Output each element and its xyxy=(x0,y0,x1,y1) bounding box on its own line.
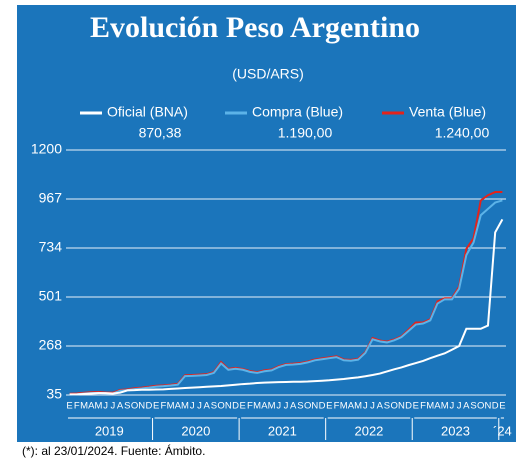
y-tick-label: 1200 xyxy=(31,141,62,157)
x-tick-label: J xyxy=(103,401,108,412)
x-tick-label: M xyxy=(167,401,175,412)
year-label: 2020 xyxy=(181,423,210,438)
x-tick-label: S xyxy=(384,401,390,412)
x-tick-label: J xyxy=(197,401,202,412)
x-tick-label: A xyxy=(290,401,297,412)
x-tick-label: S xyxy=(124,401,130,412)
legend-value: 1.190,00 xyxy=(278,125,333,141)
x-tick-label: J xyxy=(370,401,375,412)
year-label: 2019 xyxy=(95,423,124,438)
x-tick-label: J xyxy=(111,401,116,412)
y-tick-label: 734 xyxy=(39,239,63,255)
x-tick-label: M xyxy=(441,401,449,412)
x-tick-label: E xyxy=(499,401,505,412)
x-tick-label: A xyxy=(203,401,210,412)
x-tick-label: E xyxy=(153,401,159,412)
x-tick-label: A xyxy=(175,401,182,412)
x-tick-label: N xyxy=(311,401,318,412)
x-tick-label: F xyxy=(247,401,253,412)
series-line xyxy=(69,218,504,396)
y-tick-label: 501 xyxy=(39,288,63,304)
legend-label: Oficial (BNA) xyxy=(107,104,188,120)
x-tick-label: A xyxy=(434,401,441,412)
x-tick-label: M xyxy=(268,401,276,412)
x-tick-label: D xyxy=(319,401,326,412)
subtitle: (USD/ARS) xyxy=(232,66,304,82)
x-tick-label: S xyxy=(211,401,217,412)
x-tick-label: O xyxy=(217,401,224,412)
x-tick-label: D xyxy=(405,401,412,412)
x-tick-label: N xyxy=(225,401,232,412)
x-tick-label: M xyxy=(426,401,434,412)
series-line xyxy=(69,199,503,396)
x-tick-label: M xyxy=(354,401,362,412)
legend-label: Venta (Blue) xyxy=(409,104,486,120)
x-tick-label: E xyxy=(413,401,419,412)
x-tick-label: J xyxy=(284,401,289,412)
x-tick-label: A xyxy=(463,401,470,412)
x-tick-label: E xyxy=(66,401,72,412)
year-label: ´24 xyxy=(493,423,512,438)
x-tick-label: J xyxy=(450,401,455,412)
x-tick-label: O xyxy=(391,401,398,412)
x-tick-label: F xyxy=(74,401,80,412)
x-tick-label: O xyxy=(477,401,484,412)
x-tick-label: D xyxy=(492,401,499,412)
x-tick-label: M xyxy=(94,401,102,412)
year-label: 2022 xyxy=(354,423,383,438)
x-tick-label: O xyxy=(304,401,311,412)
x-tick-label: A xyxy=(88,401,95,412)
x-tick-label: D xyxy=(146,401,153,412)
x-tick-label: A xyxy=(348,401,355,412)
x-tick-label: J xyxy=(363,401,368,412)
x-tick-label: J xyxy=(457,401,462,412)
x-tick-label: D xyxy=(232,401,239,412)
footnote: (*): al 23/01/2024. Fuente: Ámbito. xyxy=(22,443,205,458)
x-tick-label: M xyxy=(181,401,189,412)
x-tick-label: F xyxy=(420,401,426,412)
x-tick-label: S xyxy=(297,401,303,412)
y-tick-label: 35 xyxy=(46,386,62,402)
x-tick-label: J xyxy=(190,401,195,412)
legend-label: Compra (Blue) xyxy=(252,104,343,120)
x-tick-label: S xyxy=(470,401,476,412)
x-tick-label: N xyxy=(138,401,145,412)
x-tick-label: N xyxy=(485,401,492,412)
x-tick-label: M xyxy=(80,401,88,412)
y-tick-label: 967 xyxy=(39,190,63,206)
year-label: 2023 xyxy=(441,423,470,438)
x-tick-label: N xyxy=(398,401,405,412)
year-label: 2021 xyxy=(268,423,297,438)
x-tick-label: A xyxy=(377,401,384,412)
legend-value: 1.240,00 xyxy=(435,125,490,141)
legend-value: 870,38 xyxy=(139,125,182,141)
x-tick-label: M xyxy=(253,401,261,412)
x-tick-label: E xyxy=(326,401,332,412)
x-tick-label: J xyxy=(276,401,281,412)
x-tick-label: A xyxy=(261,401,268,412)
chart-title: Evolución Peso Argentino xyxy=(90,11,420,44)
x-tick-label: M xyxy=(340,401,348,412)
x-tick-label: E xyxy=(240,401,246,412)
x-tick-label: O xyxy=(131,401,138,412)
x-tick-label: A xyxy=(117,401,124,412)
x-tick-label: F xyxy=(160,401,166,412)
x-tick-label: F xyxy=(334,401,340,412)
y-tick-label: 268 xyxy=(39,337,63,353)
